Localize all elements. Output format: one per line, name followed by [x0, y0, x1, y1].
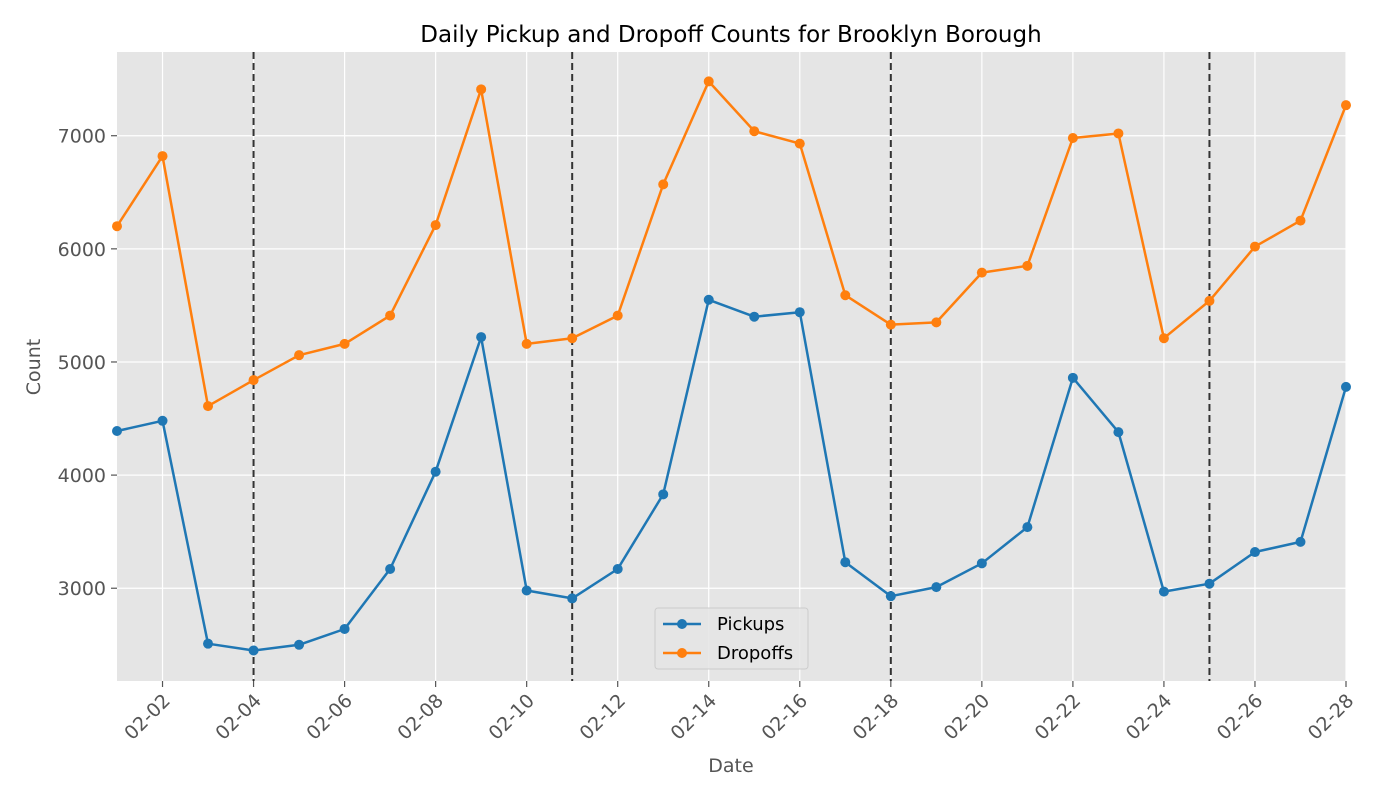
data-point-pickups: [385, 564, 396, 575]
data-point-dropoffs: [203, 401, 214, 412]
data-point-pickups: [203, 638, 214, 649]
data-point-dropoffs: [385, 310, 396, 321]
y-tick-label: 4000: [58, 465, 106, 487]
data-point-dropoffs: [248, 375, 259, 386]
data-point-dropoffs: [521, 338, 532, 349]
x-axis-ticks: 02-02 02-04 02-06 02-08 02-10 02-12 02-14 02-16…: [120, 681, 1358, 744]
data-point-dropoffs: [1249, 241, 1260, 252]
data-point-dropoffs: [885, 319, 896, 330]
data-point-dropoffs: [339, 338, 350, 349]
legend-marker-dropoffs: [677, 648, 687, 658]
legend-label-dropoffs: Dropoffs: [717, 643, 793, 664]
data-point-dropoffs: [112, 221, 122, 232]
data-point-pickups: [1158, 586, 1169, 597]
data-point-dropoffs: [1295, 215, 1306, 226]
chart-title: Daily Pickup and Dropoff Counts for Broo…: [420, 22, 1041, 48]
series-layer: [112, 76, 1351, 656]
data-point-dropoffs: [1204, 295, 1215, 306]
x-tick-label: 02-10: [484, 690, 539, 745]
data-point-pickups: [521, 585, 532, 596]
data-point-dropoffs: [476, 84, 487, 95]
data-point-dropoffs: [1113, 128, 1124, 139]
y-tick-label: 6000: [58, 239, 106, 261]
x-axis-label: Date: [708, 755, 753, 777]
x-tick-label: 02-12: [575, 690, 630, 745]
data-point-pickups: [430, 466, 441, 477]
y-tick-label: 7000: [58, 126, 106, 148]
data-point-pickups: [1249, 547, 1260, 558]
data-point-pickups: [976, 558, 987, 569]
data-point-dropoffs: [157, 151, 168, 162]
x-tick-label: 02-24: [1122, 690, 1177, 745]
x-tick-label: 02-28: [1304, 690, 1359, 745]
y-axis-label: Count: [23, 339, 45, 395]
data-point-pickups: [112, 425, 122, 436]
data-point-dropoffs: [976, 267, 987, 278]
data-point-dropoffs: [1158, 333, 1169, 344]
x-tick-label: 02-16: [758, 690, 813, 745]
data-point-dropoffs: [840, 290, 851, 301]
data-point-dropoffs: [794, 138, 805, 149]
data-point-dropoffs: [612, 310, 623, 321]
data-point-pickups: [931, 582, 942, 593]
data-point-pickups: [794, 307, 805, 318]
x-tick-label: 02-26: [1213, 690, 1268, 745]
x-tick-label: 02-22: [1031, 690, 1086, 745]
data-point-pickups: [612, 564, 623, 575]
data-point-dropoffs: [658, 179, 669, 190]
data-point-pickups: [1067, 372, 1078, 383]
data-point-pickups: [339, 623, 350, 634]
plot-background: [117, 52, 1346, 681]
data-point-pickups: [703, 294, 714, 305]
data-point-pickups: [885, 591, 896, 602]
x-tick-label: 02-20: [940, 690, 995, 745]
y-tick-label: 3000: [58, 578, 106, 600]
data-point-pickups: [1295, 536, 1306, 547]
data-point-pickups: [1204, 578, 1215, 589]
data-point-dropoffs: [931, 317, 942, 328]
data-point-dropoffs: [567, 333, 578, 344]
series-line-dropoffs: [115, 80, 1348, 408]
data-point-dropoffs: [1341, 100, 1351, 111]
data-point-pickups: [157, 415, 168, 426]
x-tick-label: 02-06: [302, 690, 357, 745]
data-point-pickups: [1341, 381, 1351, 392]
data-point-pickups: [476, 332, 487, 343]
legend: Pickups Dropoffs: [654, 607, 809, 670]
data-point-pickups: [840, 557, 851, 568]
data-point-pickups: [749, 311, 760, 322]
data-point-pickups: [294, 639, 305, 650]
y-tick-label: 5000: [58, 352, 106, 374]
y-axis-ticks: 3000 4000 5000 6000 7000: [58, 126, 117, 600]
data-point-dropoffs: [1022, 260, 1033, 271]
event-markers: [252, 52, 1211, 681]
data-point-pickups: [1022, 522, 1033, 533]
legend-marker-pickups: [677, 619, 687, 629]
x-tick-label: 02-04: [211, 690, 266, 745]
data-point-dropoffs: [703, 76, 714, 87]
data-point-pickups: [248, 645, 259, 656]
x-tick-label: 02-18: [849, 690, 904, 745]
data-point-dropoffs: [1067, 132, 1078, 143]
x-tick-label: 02-14: [667, 690, 722, 745]
data-point-pickups: [658, 489, 669, 500]
data-point-dropoffs: [749, 126, 760, 137]
x-tick-label: 02-02: [120, 690, 175, 745]
series-line-pickups: [116, 298, 1348, 652]
data-point-pickups: [1113, 427, 1124, 438]
x-tick-label: 02-08: [393, 690, 448, 745]
data-point-dropoffs: [430, 220, 441, 231]
data-point-dropoffs: [294, 350, 305, 361]
legend-label-pickups: Pickups: [717, 614, 784, 635]
data-point-pickups: [567, 593, 578, 604]
